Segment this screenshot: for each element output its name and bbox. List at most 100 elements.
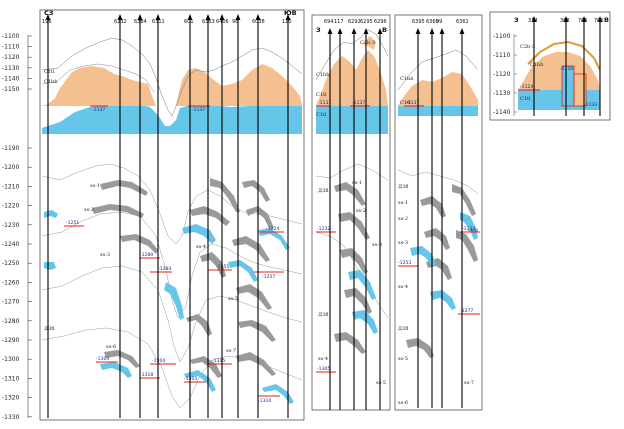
well-label: 314 xyxy=(528,18,538,24)
panel3-coal-label-5: ss-5 xyxy=(398,356,408,362)
depth-tick-label: -1110 xyxy=(2,44,20,51)
depth-scale-left: -1100 -1110 -1120 -1130 -1140 -1150 -1190 -120… xyxy=(2,33,32,421)
well-arrow xyxy=(439,28,445,34)
well-arrow xyxy=(255,14,261,20)
well-label: 196 xyxy=(42,19,52,25)
panel3-top-contact-1: -1137 xyxy=(406,100,419,106)
panel1-contact-5: -1257 xyxy=(262,274,275,280)
panel2-coal-label-2: ss-2 xyxy=(356,208,366,214)
depth-tick-label: -1150 xyxy=(2,86,20,93)
well-arrow xyxy=(285,14,291,20)
panel1-contact-4: -1255 xyxy=(216,264,229,270)
panel2-top-section: C2b-3 C1bb C1tl C1tl -1131 -1137 xyxy=(315,29,389,134)
panel3-coal-label-6: ss-6 xyxy=(398,400,408,406)
panel1-coal-label-3: ss-3 xyxy=(100,252,110,258)
panel3-coal-label-3: ss-3 xyxy=(398,240,408,246)
panel4-left-direction: З xyxy=(514,16,519,24)
well-label: 6295 xyxy=(360,19,373,25)
panel1-top-layer-2: C1bb xyxy=(44,79,57,85)
panel2-contact-1: -1232 xyxy=(317,226,330,232)
panel2-contact-2: -1305 xyxy=(317,366,330,372)
panel1-contact-6: -1224 xyxy=(266,226,279,232)
panel2-coal-label-1: ss-1 xyxy=(352,180,362,186)
panel1-top-layer-1: C1tl xyxy=(44,69,55,75)
well-arrow xyxy=(235,14,241,20)
panel3-coal-label-1: ss-1 xyxy=(398,200,408,206)
panel3-top-layer-1: C1bb xyxy=(400,76,413,82)
well-label: 706 xyxy=(594,18,604,24)
panel3-top-layer-2: C1tl xyxy=(400,100,411,106)
panel2-coal-label-4: ss-4 xyxy=(318,356,328,362)
well-label: 98 xyxy=(232,19,238,25)
well-arrow xyxy=(581,16,587,22)
panel1-contact-11: -1303 xyxy=(184,376,197,382)
panel1-top-section: C1tl C1bb -1137 -1137 xyxy=(41,37,303,134)
panel4-top-layer-1: C2b-3 xyxy=(520,44,535,50)
panel3-coal-label-4: ss-4 xyxy=(398,284,408,290)
panel2-top-layer-4: C1tl xyxy=(316,112,327,118)
panel2-layer-1: Д3fl xyxy=(318,188,329,194)
well-arrow xyxy=(429,28,435,34)
well-label: 6038 xyxy=(252,19,265,25)
panel1-right-direction: ЮВ xyxy=(284,9,297,17)
panel3-layer-2: Д3fl xyxy=(398,326,409,332)
well-arrow xyxy=(327,28,333,34)
well-arrow xyxy=(117,14,123,20)
well-arrow xyxy=(597,16,603,22)
well-arrow xyxy=(205,14,211,20)
panel4-contact-3: -1133 xyxy=(584,102,597,108)
panel4-depth-tick-label: -1110 xyxy=(493,52,511,59)
panel2-top-contact-1: -1131 xyxy=(318,100,331,106)
well-label: 6361 xyxy=(456,19,469,25)
panel4-depth-tick-label: -1120 xyxy=(493,71,511,78)
panel1-top-contact-2: -1137 xyxy=(192,107,205,113)
well-arrow xyxy=(45,14,51,20)
well-label: 601 xyxy=(184,19,194,25)
panel2-layer-2: Д3fl xyxy=(318,312,329,318)
panel1-oil-zone xyxy=(42,64,302,106)
panel1-coal-label-4: ss-4 xyxy=(196,244,206,250)
panel4-section: -1100 -1110 -1120 -1130 -1140 C2b-3 C1bb C1t… xyxy=(493,33,601,116)
panel1-water-zone xyxy=(42,104,302,134)
panel4-top-layer-3: C1tl xyxy=(520,96,531,102)
well-label: 6406 xyxy=(216,19,229,25)
panel2-top-layer-3: C1tl xyxy=(316,92,327,98)
well-label: 6292 xyxy=(348,19,361,25)
panel1-contact-10: -1315 xyxy=(212,358,225,364)
panel4-depth-tick-label: -1130 xyxy=(493,90,511,97)
panel2-top-layer-2: C1bb xyxy=(316,72,329,78)
panel1-contact-9: -1318 xyxy=(140,372,153,378)
panel4-depth-tick-label: -1100 xyxy=(493,33,511,40)
panel1-coal-label-7: ss-7 xyxy=(226,348,236,354)
panel2-right-direction: В xyxy=(382,26,387,34)
well-label: 6311 xyxy=(152,19,165,25)
well-arrow xyxy=(137,14,143,20)
well-label: 388 xyxy=(560,18,570,24)
depth-tick-label: -1310 xyxy=(2,375,20,382)
panel4-wells: 314 388 705 706 xyxy=(528,16,604,116)
well-arrow xyxy=(363,28,369,34)
panel2-left-direction: З xyxy=(316,26,321,34)
panel4-depth-tick-label: -1140 xyxy=(493,109,511,116)
depth-tick-label: -1210 xyxy=(2,183,20,190)
well-label: 99 xyxy=(436,19,442,25)
panel3-coal-label-8: ss-8 xyxy=(468,228,478,234)
depth-tick-label: -1270 xyxy=(2,299,20,306)
panel1-contact-2: -1284 xyxy=(158,266,171,272)
well-label: 694 xyxy=(324,19,334,25)
depth-tick-label: -1190 xyxy=(2,145,20,152)
panel4-contact-2: -1116 xyxy=(560,66,573,72)
panel1-contact-3: -1280 xyxy=(140,252,153,258)
panel2-top-contact-2: -1137 xyxy=(352,100,365,106)
panel1-contact-1: -1251 xyxy=(66,220,79,226)
depth-tick-label: -1230 xyxy=(2,222,20,229)
well-label: 6296 xyxy=(374,19,387,25)
panel1-coal-label-2: ss-2 xyxy=(84,207,94,213)
depth-tick-label: -1240 xyxy=(2,241,20,248)
well-label: 6232 xyxy=(114,19,127,25)
well-label: 6360 xyxy=(426,19,439,25)
panel1-layer-label: Д3fl xyxy=(44,326,55,332)
panel1-wells: 196 6232 6384 6311 601 6363 6406 98 6038 110 xyxy=(42,14,292,418)
